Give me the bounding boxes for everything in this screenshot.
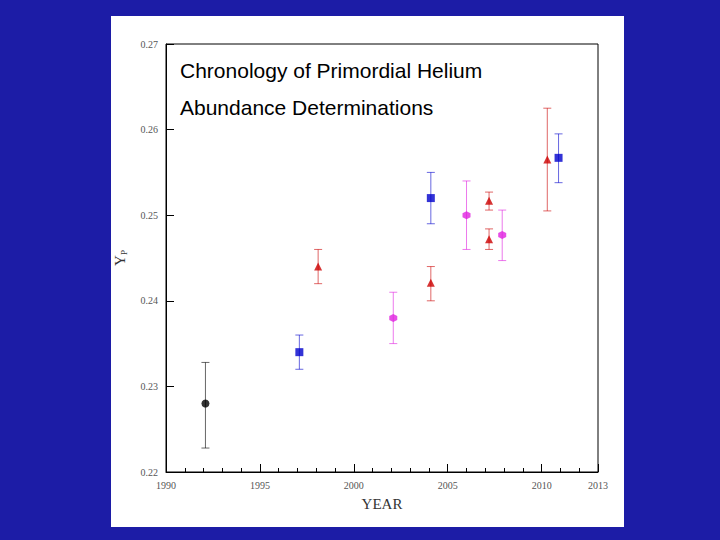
svg-text:0.25: 0.25 xyxy=(141,210,159,221)
svg-text:2010: 2010 xyxy=(532,480,552,491)
svg-text:P: P xyxy=(119,250,129,255)
svg-text:YEAR: YEAR xyxy=(362,496,403,512)
svg-text:Y: Y xyxy=(112,255,128,266)
svg-text:0.27: 0.27 xyxy=(141,39,159,50)
svg-text:Abundance Determinations: Abundance Determinations xyxy=(180,96,433,119)
svg-text:1995: 1995 xyxy=(250,480,270,491)
svg-text:0.22: 0.22 xyxy=(141,467,159,478)
svg-text:Chronology of Primordial Heliu: Chronology of Primordial Helium xyxy=(180,59,482,82)
svg-text:0.26: 0.26 xyxy=(141,124,159,135)
svg-text:2000: 2000 xyxy=(344,480,364,491)
svg-text:2013: 2013 xyxy=(588,480,608,491)
svg-text:0.23: 0.23 xyxy=(141,381,159,392)
svg-text:0.24: 0.24 xyxy=(141,295,159,306)
svg-text:2005: 2005 xyxy=(438,480,458,491)
svg-text:1990: 1990 xyxy=(156,480,176,491)
